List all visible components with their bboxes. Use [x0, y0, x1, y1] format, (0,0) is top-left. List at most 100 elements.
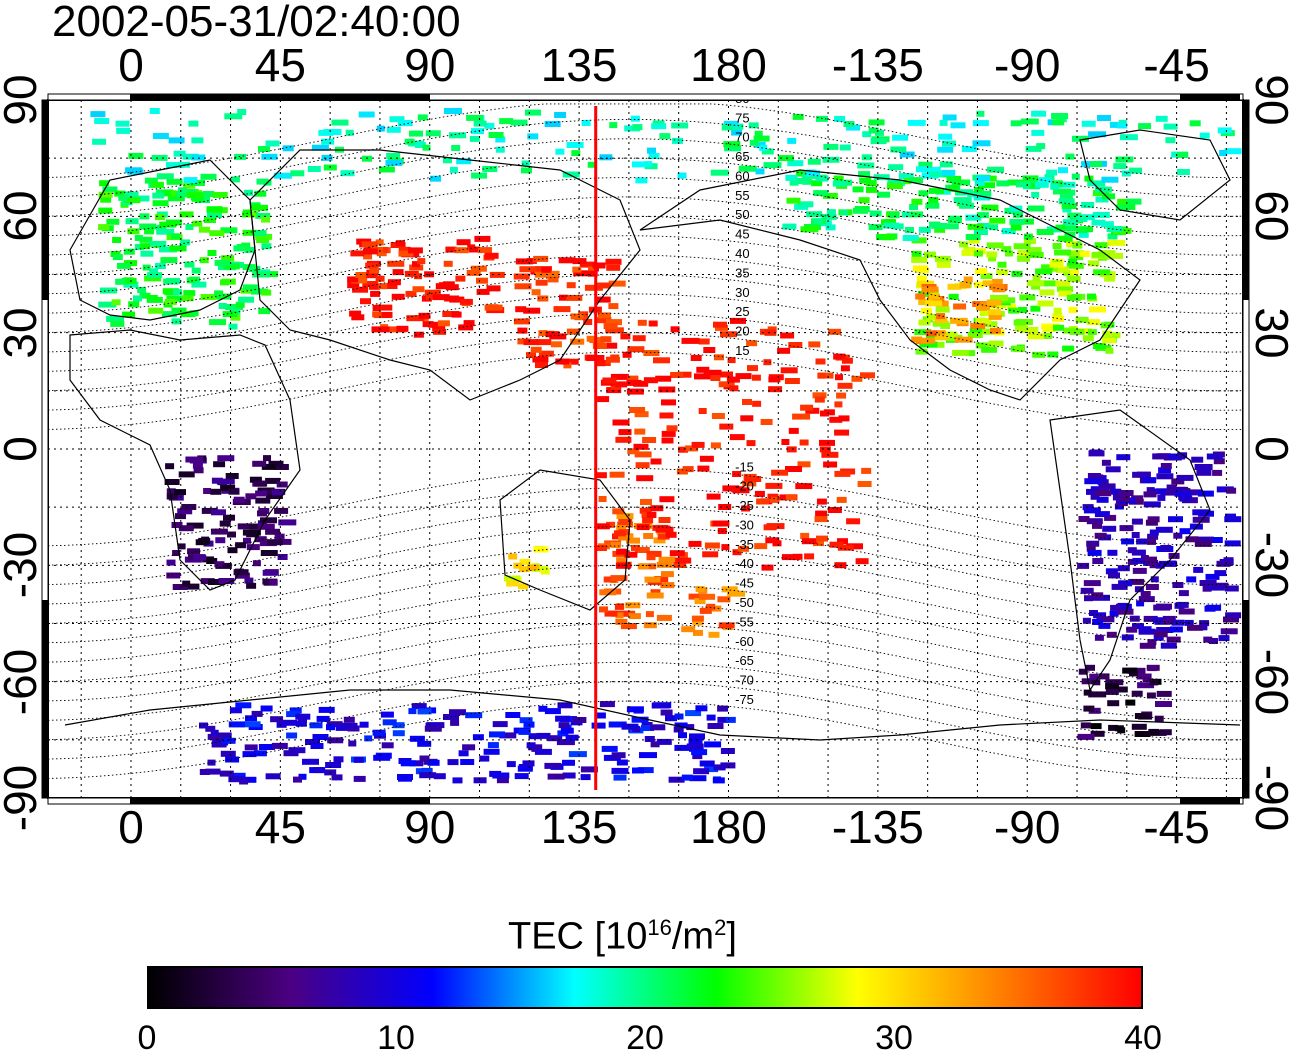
tec-cell — [166, 295, 183, 302]
tec-cell — [660, 709, 673, 716]
tec-region — [98, 177, 279, 330]
tec-cell — [1032, 351, 1046, 358]
tec-cell — [114, 190, 126, 197]
tec-cell — [152, 133, 169, 139]
tec-cell — [193, 554, 207, 561]
tec-cell — [1152, 617, 1170, 624]
tec-cell — [763, 359, 772, 366]
tec-cell — [165, 162, 184, 169]
tec-cell — [626, 537, 640, 544]
tec-cell — [230, 314, 241, 321]
tec-cell — [846, 124, 861, 131]
tec-cell — [691, 441, 705, 448]
tec-cell — [713, 764, 726, 771]
tec-cell — [1168, 552, 1180, 559]
tec-cell — [656, 614, 672, 621]
tec-cell — [730, 317, 746, 324]
tec-cell — [945, 223, 959, 230]
tec-cell — [1102, 330, 1113, 337]
tec-cell — [979, 190, 992, 197]
tec-cell — [828, 328, 842, 335]
tec-cell — [261, 289, 272, 296]
tec-cell — [1094, 186, 1112, 193]
tec-cell — [656, 561, 673, 568]
tec-cell — [659, 496, 675, 503]
tec-cell — [669, 550, 685, 557]
tec-cell — [785, 494, 797, 501]
tec-cell — [160, 257, 178, 264]
tec-cell — [349, 310, 362, 317]
tec-cell — [837, 538, 848, 545]
tec-cell — [813, 218, 823, 225]
tec-cell — [658, 517, 671, 523]
tec-cell — [814, 396, 825, 403]
tec-cell — [1095, 490, 1112, 497]
tec-cell — [986, 299, 1002, 306]
tec-cell — [272, 489, 284, 496]
tec-cell — [934, 226, 946, 233]
tec-cell — [487, 742, 499, 749]
tec-cell — [976, 110, 985, 117]
tec-cell — [1149, 562, 1159, 569]
tec-cell — [1112, 494, 1124, 501]
tec-cell — [242, 229, 258, 236]
tec-cell — [583, 319, 593, 325]
tec-cell — [525, 109, 541, 116]
tec-cell — [1118, 490, 1134, 496]
tec-cell — [183, 177, 198, 184]
tec-cell — [1213, 458, 1225, 465]
tec-cell — [144, 228, 155, 235]
tec-cell — [596, 545, 607, 551]
tec-cell — [530, 346, 542, 353]
tec-cell — [991, 278, 1003, 285]
tec-cell — [946, 177, 958, 183]
tec-cell — [1105, 683, 1120, 690]
tec-cell — [857, 481, 872, 487]
tec-cell — [861, 154, 872, 161]
tec-cell — [915, 348, 928, 355]
tec-cell — [643, 350, 660, 356]
tec-cell — [827, 507, 842, 513]
tec-cell — [727, 590, 746, 597]
mlat-label: -75 — [735, 692, 754, 707]
tec-cell — [681, 774, 693, 781]
tec-cell — [711, 413, 725, 419]
tec-cell — [228, 776, 246, 783]
tec-cell — [1083, 689, 1092, 696]
tec-cell — [947, 217, 962, 224]
tec-cell — [404, 138, 415, 145]
tec-cell — [1131, 518, 1143, 525]
tec-cell — [224, 113, 243, 120]
tec-cell — [1029, 252, 1044, 258]
tec-cell — [406, 315, 425, 322]
tec-cell — [437, 320, 450, 327]
tec-cell — [1129, 578, 1145, 585]
tec-cell — [203, 217, 216, 223]
tec-cell — [449, 709, 466, 716]
tec-cell — [1113, 163, 1127, 170]
frame-bar-segment — [1243, 600, 1249, 798]
tec-cell — [1017, 255, 1031, 262]
tec-cell — [191, 154, 206, 161]
tec-cell — [186, 522, 204, 529]
tec-cell — [752, 400, 762, 407]
tec-cell — [1105, 679, 1124, 686]
tec-cell — [781, 554, 800, 561]
tec-cell — [260, 517, 277, 524]
tec-cell — [164, 298, 177, 305]
tec-cell — [536, 732, 551, 739]
tec-cell — [242, 209, 252, 216]
tec-region — [504, 546, 550, 590]
tec-cell — [712, 777, 725, 784]
tec-cell — [1098, 250, 1116, 257]
tec-cell — [385, 159, 403, 166]
tec-cell — [1088, 131, 1107, 138]
tec-cell — [717, 596, 731, 603]
tec-cell — [918, 319, 931, 326]
colorbar-tick-label: 20 — [626, 1019, 664, 1057]
tec-cell — [558, 257, 576, 264]
tec-region — [595, 317, 875, 571]
tec-cell — [1160, 642, 1177, 649]
tec-cell — [1081, 161, 1099, 168]
tec-cell — [140, 250, 154, 257]
